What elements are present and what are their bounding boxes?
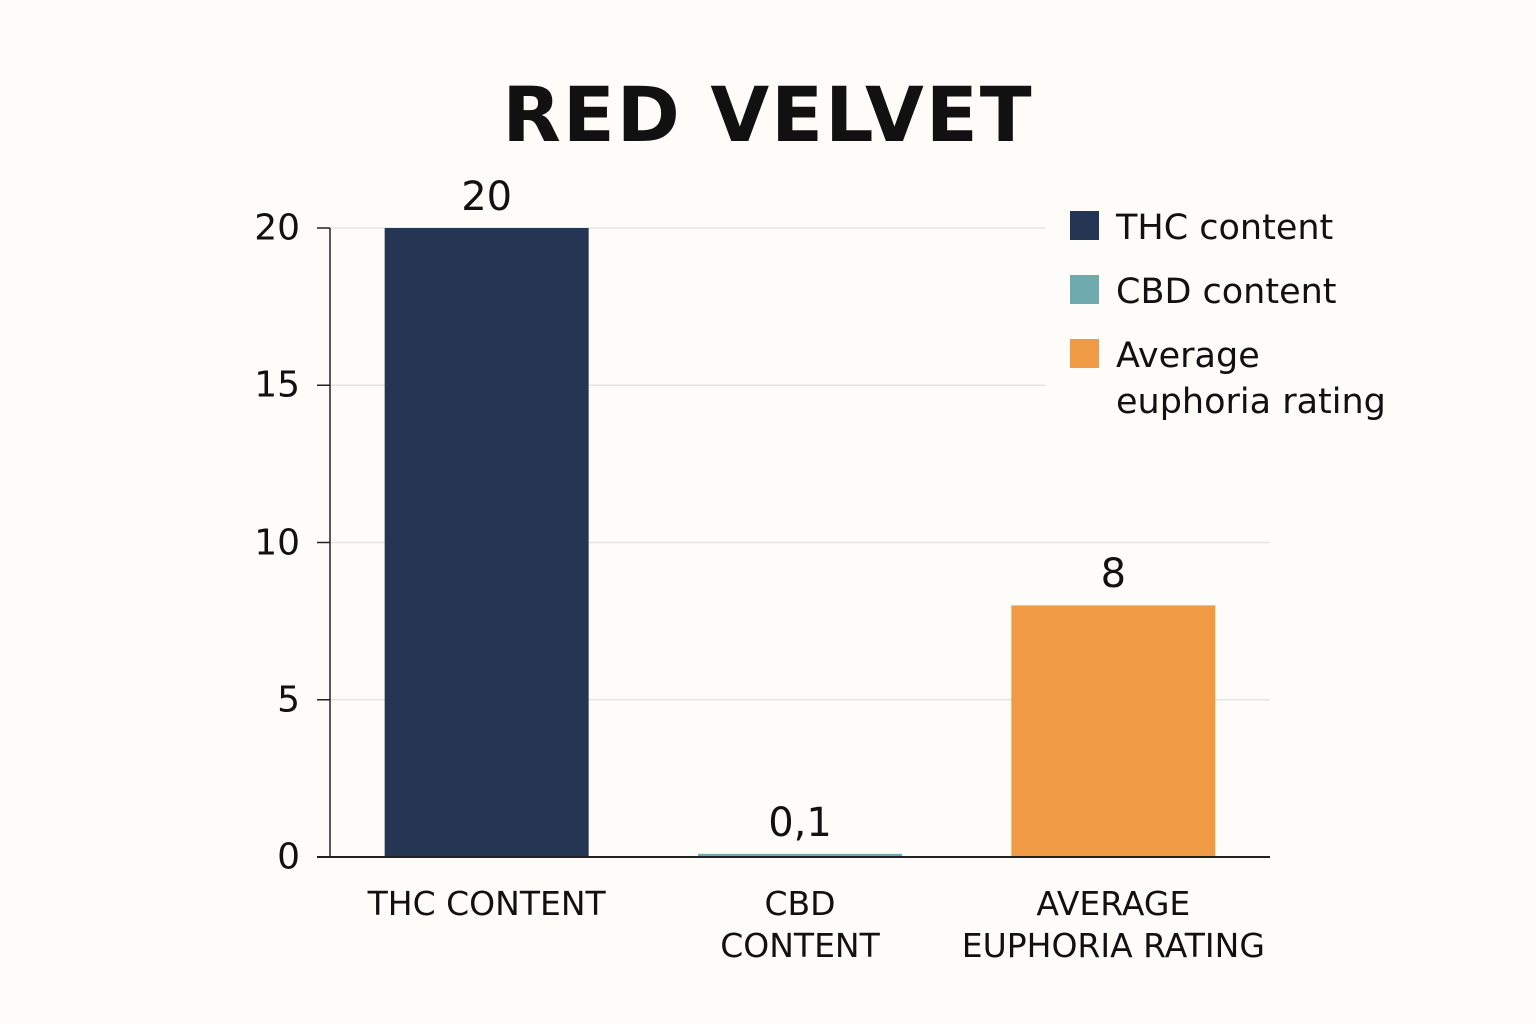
y-tick-label: 0 [277, 836, 300, 878]
bar [384, 228, 589, 857]
y-tick-label: 15 [254, 364, 300, 406]
data-label: 8 [1100, 551, 1127, 598]
legend-swatch [1070, 339, 1099, 368]
x-tick-label: THC CONTENT [367, 884, 606, 923]
legend-label: Average euphoria rating [1116, 336, 1386, 422]
chart-title: RED VELVET [502, 70, 1034, 159]
data-label: 0,1 [768, 799, 832, 846]
legend-label: THC content [1116, 208, 1334, 248]
data-label: 20 [461, 174, 513, 220]
bar [1011, 605, 1216, 857]
y-tick-label: 10 [254, 522, 300, 563]
y-tick-label: 5 [277, 679, 300, 721]
legend-label: CBD content [1116, 272, 1337, 312]
legend: THC content CBD content Average euphoria r… [1045, 205, 1430, 443]
legend-swatch [1070, 211, 1099, 240]
y-tick-label: 20 [254, 207, 300, 249]
legend-item: Average euphoria rating [1070, 333, 1430, 425]
legend-swatch [1070, 275, 1099, 304]
x-tick-label: CBD CONTENT [720, 884, 880, 965]
x-tick-label: AVERAGE EUPHORIA RATING [961, 884, 1265, 965]
legend-item: THC content [1070, 205, 1430, 251]
legend-item: CBD content [1070, 269, 1430, 315]
bar [698, 853, 902, 857]
